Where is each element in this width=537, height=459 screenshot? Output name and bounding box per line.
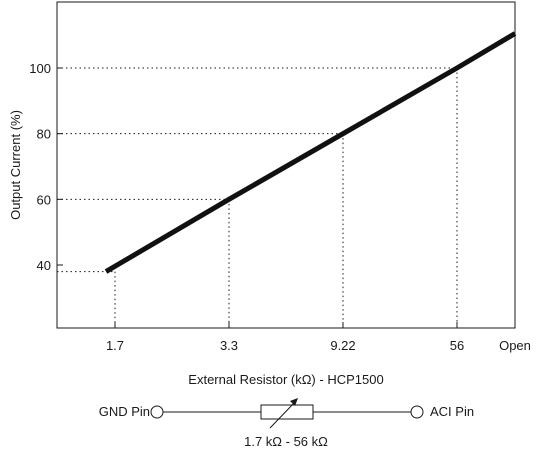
x-tick-label: 9.22 <box>330 338 355 353</box>
x-tick-label: 3.3 <box>220 338 238 353</box>
x-tick-label: 1.7 <box>106 338 124 353</box>
x-tick-label: 56 <box>450 338 464 353</box>
resistor-range-label: 1.7 kΩ - 56 kΩ <box>244 434 328 449</box>
guide-lines <box>57 67 458 328</box>
gnd-pin-terminal <box>150 405 164 419</box>
y-axis-ticks: 40 60 80 100 <box>29 61 63 273</box>
aci-pin-terminal <box>410 405 424 419</box>
variable-arrow-head <box>290 398 298 406</box>
output-current-line <box>104 31 517 274</box>
y-tick-label: 100 <box>29 61 51 76</box>
plot-frame <box>56 1 516 329</box>
x-axis-title: External Resistor (kΩ) - HCP1500 <box>188 372 383 387</box>
y-tick-label: 40 <box>37 258 51 273</box>
x-tick-label: Open <box>499 338 531 353</box>
y-tick-label: 80 <box>37 127 51 142</box>
x-axis-ticks: 1.7 3.3 9.22 56 Open <box>106 322 531 353</box>
y-axis-title: Output Current (%) <box>8 110 23 220</box>
variable-arrow-line <box>269 401 296 429</box>
variable-resistor <box>260 404 314 420</box>
y-tick-label: 60 <box>37 192 51 207</box>
series-group <box>104 31 517 274</box>
gnd-pin-label: GND Pin <box>99 404 150 419</box>
resistor-schematic: GND Pin ACI Pin 1.7 kΩ - 56 kΩ <box>99 398 474 449</box>
aci-pin-label: ACI Pin <box>430 404 474 419</box>
